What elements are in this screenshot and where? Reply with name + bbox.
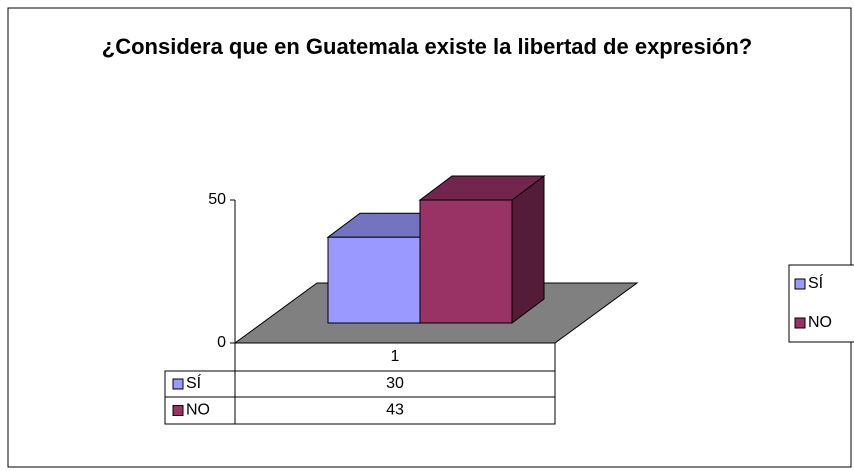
bar (418, 175, 546, 324)
bar-front (327, 236, 421, 324)
legend-label: SÍ (808, 273, 824, 292)
legend-label: NO (808, 314, 832, 331)
table-value: 43 (386, 402, 404, 419)
y-tick-label: 50 (208, 191, 226, 208)
bar-side (511, 175, 545, 324)
legend-key (794, 278, 806, 290)
legend-key (794, 317, 806, 329)
table-cell (234, 370, 556, 398)
table-series-name: SÍ (186, 373, 202, 392)
table-category: 1 (391, 348, 400, 365)
table-legend-key (172, 405, 184, 416)
table-cell (234, 396, 556, 425)
table-value: 30 (386, 375, 404, 392)
bar-front (419, 199, 513, 324)
legend-box (788, 264, 854, 343)
chart-title: ¿Considera que en Guatemala existe la li… (101, 34, 753, 59)
table-header-cell (234, 342, 556, 372)
table-legend-key (172, 378, 184, 390)
y-tick-label: 0 (217, 334, 226, 351)
table-series-name: NO (186, 402, 210, 419)
